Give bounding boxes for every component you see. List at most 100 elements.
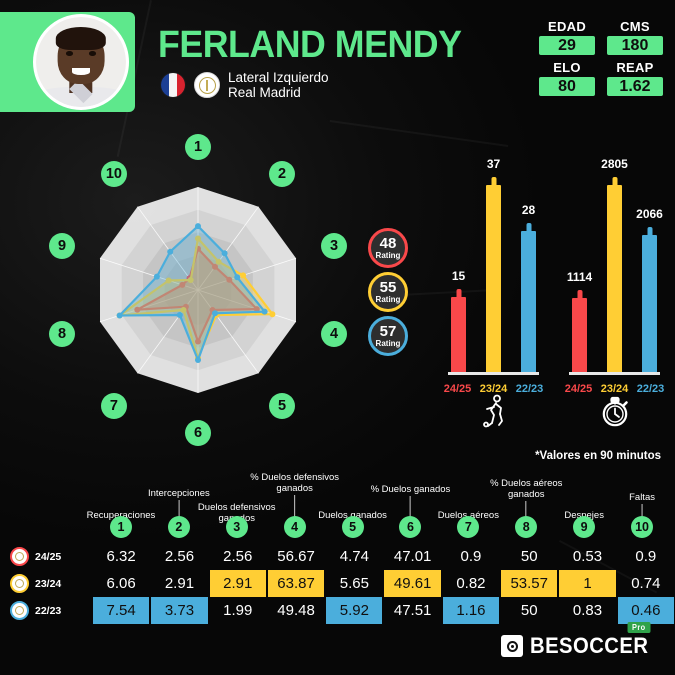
- column-header-label: Duelos aéreos: [437, 510, 499, 521]
- table-cell-8: 53.57: [501, 570, 558, 597]
- column-number-4: 4: [283, 516, 306, 538]
- rating-value: 48: [379, 234, 397, 252]
- player-meta: Lateral Izquierdo Real Madrid: [160, 70, 329, 100]
- table-row[interactable]: 24/25 6.32 2.56 2.56 56.67 4.74 47.01 0.9 50 0.53…: [0, 543, 675, 570]
- table-cell-1: 6.06: [106, 575, 136, 592]
- table-cell-7: 0.9: [460, 548, 482, 565]
- table-cell-4: 56.67: [277, 548, 315, 565]
- bar-category-22-23: 22/23: [636, 383, 665, 395]
- bar-rect: [607, 185, 622, 373]
- bar-rect: [521, 230, 536, 373]
- table-cell-2: 2.91: [164, 575, 195, 592]
- column-header-label: Duelos ganados: [318, 510, 387, 521]
- column-header-label: % Duelos ganados: [370, 484, 451, 495]
- radar-axis-9: 9: [48, 232, 75, 259]
- table-cell-6: 47.51: [393, 602, 432, 619]
- stat-cms-label: CMS: [620, 19, 650, 34]
- column-header-tick: [178, 500, 180, 526]
- stat-elo-label: ELO: [553, 60, 581, 75]
- besoccer-mark-icon: [501, 635, 524, 657]
- real-madrid-badge-icon: [10, 547, 29, 566]
- player-running-icon: [481, 394, 507, 433]
- bar-baseline: [448, 372, 539, 375]
- rating-badges: 48 Rating 55 Rating 57 Rating: [368, 228, 408, 356]
- bar-category-labels: 24/25 23/24 22/23: [561, 383, 668, 395]
- column-number-9: 9: [573, 516, 596, 538]
- values-note: *Valores en 90 minutos: [535, 450, 661, 462]
- real-madrid-badge-icon: [10, 601, 29, 620]
- bar-chart-partidos: 15 37 28 24/25 23/24 22/23: [440, 145, 547, 435]
- column-header-4: % Duelos defensivos ganados: [250, 472, 339, 533]
- column-header-label: Intercepciones: [147, 488, 210, 499]
- player-club: Real Madrid: [228, 85, 301, 100]
- besoccer-pro-badge: Pro: [627, 622, 651, 633]
- rating-value: 57: [379, 322, 397, 340]
- table-column-headers: Recuperaciones1Intercepciones2Duelos def…: [0, 470, 675, 540]
- bar-column-23-24: 2805: [601, 157, 628, 373]
- bar-category-22-23: 22/23: [515, 383, 544, 395]
- bar-value-label: 28: [521, 202, 536, 217]
- column-number-2: 2: [167, 516, 190, 538]
- stat-reap: REAP 1.62: [607, 61, 663, 96]
- stopwatch-icon: [599, 394, 631, 433]
- table-cell-3: 1.99: [223, 602, 253, 619]
- player-position: Lateral Izquierdo: [228, 70, 329, 85]
- france-flag-icon: [160, 72, 186, 98]
- table-cell-9: 0.83: [572, 602, 603, 619]
- avatar: [33, 14, 129, 110]
- column-header-10: Faltas: [629, 492, 655, 524]
- table-row[interactable]: 22/23 7.54 3.73 1.99 49.48 5.92 47.51 1.16 50 0.8…: [0, 597, 675, 624]
- column-number-6: 6: [399, 516, 422, 538]
- column-header-5: Duelos ganados: [318, 510, 387, 521]
- radar-axis-10: 10: [100, 161, 127, 188]
- table-cell-1: 7.54: [93, 597, 150, 624]
- table-cell-4: 49.48: [277, 602, 315, 619]
- table-cell-9: 0.53: [572, 548, 603, 565]
- season-label: 23/24: [35, 577, 62, 590]
- header-stat-grid: EDAD 29 CMS 180 ELO 80 REAP 1.62: [539, 20, 663, 96]
- column-header-tick: [641, 504, 643, 524]
- player-header: FERLAND MENDY Lateral Izquierdo Real Mad…: [0, 0, 675, 120]
- bar-cap: [612, 177, 617, 185]
- bar-column-24-25: 15: [450, 173, 467, 373]
- bar-cap: [526, 222, 531, 231]
- rating-badge-57: 57 Rating: [368, 316, 408, 356]
- bar-rect: [486, 185, 501, 373]
- besoccer-brand-text: BESOCCER: [530, 633, 649, 658]
- season-cell: 24/25: [0, 547, 92, 566]
- stat-reap-label: REAP: [616, 60, 654, 75]
- bar-column-23-24: 37: [485, 157, 502, 373]
- column-number-3: 3: [225, 516, 248, 538]
- column-header-label: % Duelos aéreos ganados: [490, 478, 563, 500]
- rating-label: Rating: [375, 294, 401, 304]
- stat-reap-value: 1.62: [607, 77, 663, 96]
- bar-value-label: 2066: [636, 206, 663, 221]
- bar-chart-minutos: 1114 2805 2066 24/25 23/24 22/23: [561, 145, 668, 435]
- stat-edad-value: 29: [539, 36, 595, 55]
- bar-rect: [451, 296, 466, 373]
- column-header-label: Faltas: [629, 492, 655, 503]
- column-header-label: Recuperaciones: [87, 510, 156, 521]
- season-label: 24/25: [35, 550, 62, 563]
- rating-badge-55: 55 Rating: [368, 272, 408, 312]
- player-photo: [36, 17, 126, 107]
- table-row[interactable]: 23/24 6.06 2.91 2.91 63.87 5.65 49.61 0.82 53.57…: [0, 570, 675, 597]
- bar-category-23-24: 23/24: [479, 383, 508, 395]
- table-cell-9: 1: [559, 570, 616, 597]
- bar-rect: [642, 234, 657, 373]
- column-number-8: 8: [515, 516, 538, 538]
- bar-value-label: 37: [486, 157, 501, 171]
- column-header-9: Despejes: [564, 510, 604, 521]
- column-header-7: Duelos aéreos: [438, 510, 499, 521]
- bar-value-label: 2805: [601, 157, 628, 171]
- texture-scratch: [329, 120, 509, 147]
- table-cell-8: 50: [520, 602, 538, 619]
- bar-category-23-24: 23/24: [600, 383, 629, 395]
- column-header-8: % Duelos aéreos ganados: [490, 478, 563, 535]
- radar-axis-4: 4: [321, 321, 347, 348]
- table-cell-5: 5.65: [339, 575, 369, 592]
- table-cell-2: 3.73: [151, 597, 208, 624]
- table-cell-10: 0.9: [635, 548, 657, 565]
- radar-axis-3: 3: [321, 232, 347, 259]
